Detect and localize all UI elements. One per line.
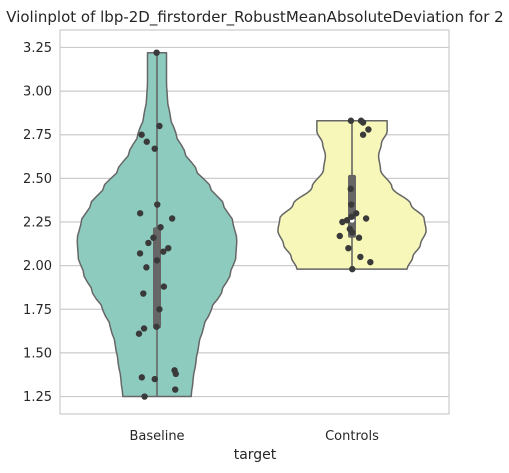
- data-point: [172, 386, 179, 393]
- x-tick-label: Controls: [325, 429, 379, 444]
- data-point: [151, 145, 158, 152]
- violins: [76, 51, 427, 398]
- data-point: [140, 325, 148, 332]
- data-point: [355, 234, 363, 241]
- y-tick-label: 1.25: [23, 390, 52, 405]
- data-point: [153, 257, 161, 264]
- y-tick-label: 1.50: [23, 346, 52, 361]
- iqr-box-baseline: [153, 227, 161, 329]
- data-point: [150, 234, 157, 241]
- data-point: [339, 218, 346, 226]
- data-point: [156, 306, 163, 313]
- data-point: [365, 126, 372, 133]
- data-point: [353, 210, 360, 217]
- data-point: [138, 131, 145, 138]
- plot-frame: [59, 29, 450, 415]
- data-point: [345, 244, 352, 252]
- data-point: [136, 250, 144, 257]
- x-tick-labels: Baseline Controls: [129, 429, 379, 444]
- data-point: [359, 131, 367, 138]
- data-point: [153, 49, 160, 56]
- data-point: [367, 258, 374, 266]
- y-tick-label: 2.50: [23, 172, 52, 187]
- data-point: [168, 215, 176, 222]
- data-point: [359, 119, 367, 126]
- data-point: [153, 323, 160, 330]
- data-point: [165, 244, 172, 252]
- x-axis-title: target: [234, 447, 277, 463]
- data-point: [347, 201, 355, 208]
- chart-title: Violinplot of lbp-2D_firstorder_RobustMe…: [6, 8, 503, 27]
- y-tick-label: 3.25: [23, 41, 52, 56]
- data-point: [362, 215, 370, 222]
- data-point: [143, 138, 150, 145]
- data-point: [138, 374, 146, 381]
- data-point: [157, 224, 164, 231]
- y-tick-labels: 1.25 1.50 1.75 2.00 2.25 2.50 2.75 3.00 3.25: [23, 41, 52, 405]
- data-point: [347, 185, 354, 193]
- y-tick-label: 3.00: [23, 85, 52, 100]
- y-tick-label: 2.00: [23, 259, 52, 274]
- data-point: [151, 375, 158, 383]
- data-point: [136, 210, 144, 217]
- data-point: [349, 229, 356, 236]
- data-point: [336, 232, 343, 240]
- y-tick-label: 2.25: [23, 216, 52, 231]
- y-tick-label: 1.75: [23, 303, 52, 318]
- x-tick-label: Baseline: [129, 429, 184, 444]
- data-point: [145, 239, 152, 247]
- strip-points: [135, 49, 374, 400]
- data-point: [347, 117, 355, 124]
- data-point: [348, 213, 355, 220]
- y-tick-label: 2.75: [23, 128, 52, 143]
- data-point: [156, 122, 163, 130]
- data-point: [349, 265, 356, 273]
- data-point: [160, 283, 168, 290]
- data-point: [141, 393, 148, 400]
- data-point: [154, 201, 161, 208]
- data-point: [143, 264, 150, 271]
- data-point: [140, 290, 147, 297]
- data-point: [357, 253, 364, 261]
- data-point: [160, 248, 167, 255]
- data-point: [172, 370, 179, 378]
- data-point: [135, 330, 143, 337]
